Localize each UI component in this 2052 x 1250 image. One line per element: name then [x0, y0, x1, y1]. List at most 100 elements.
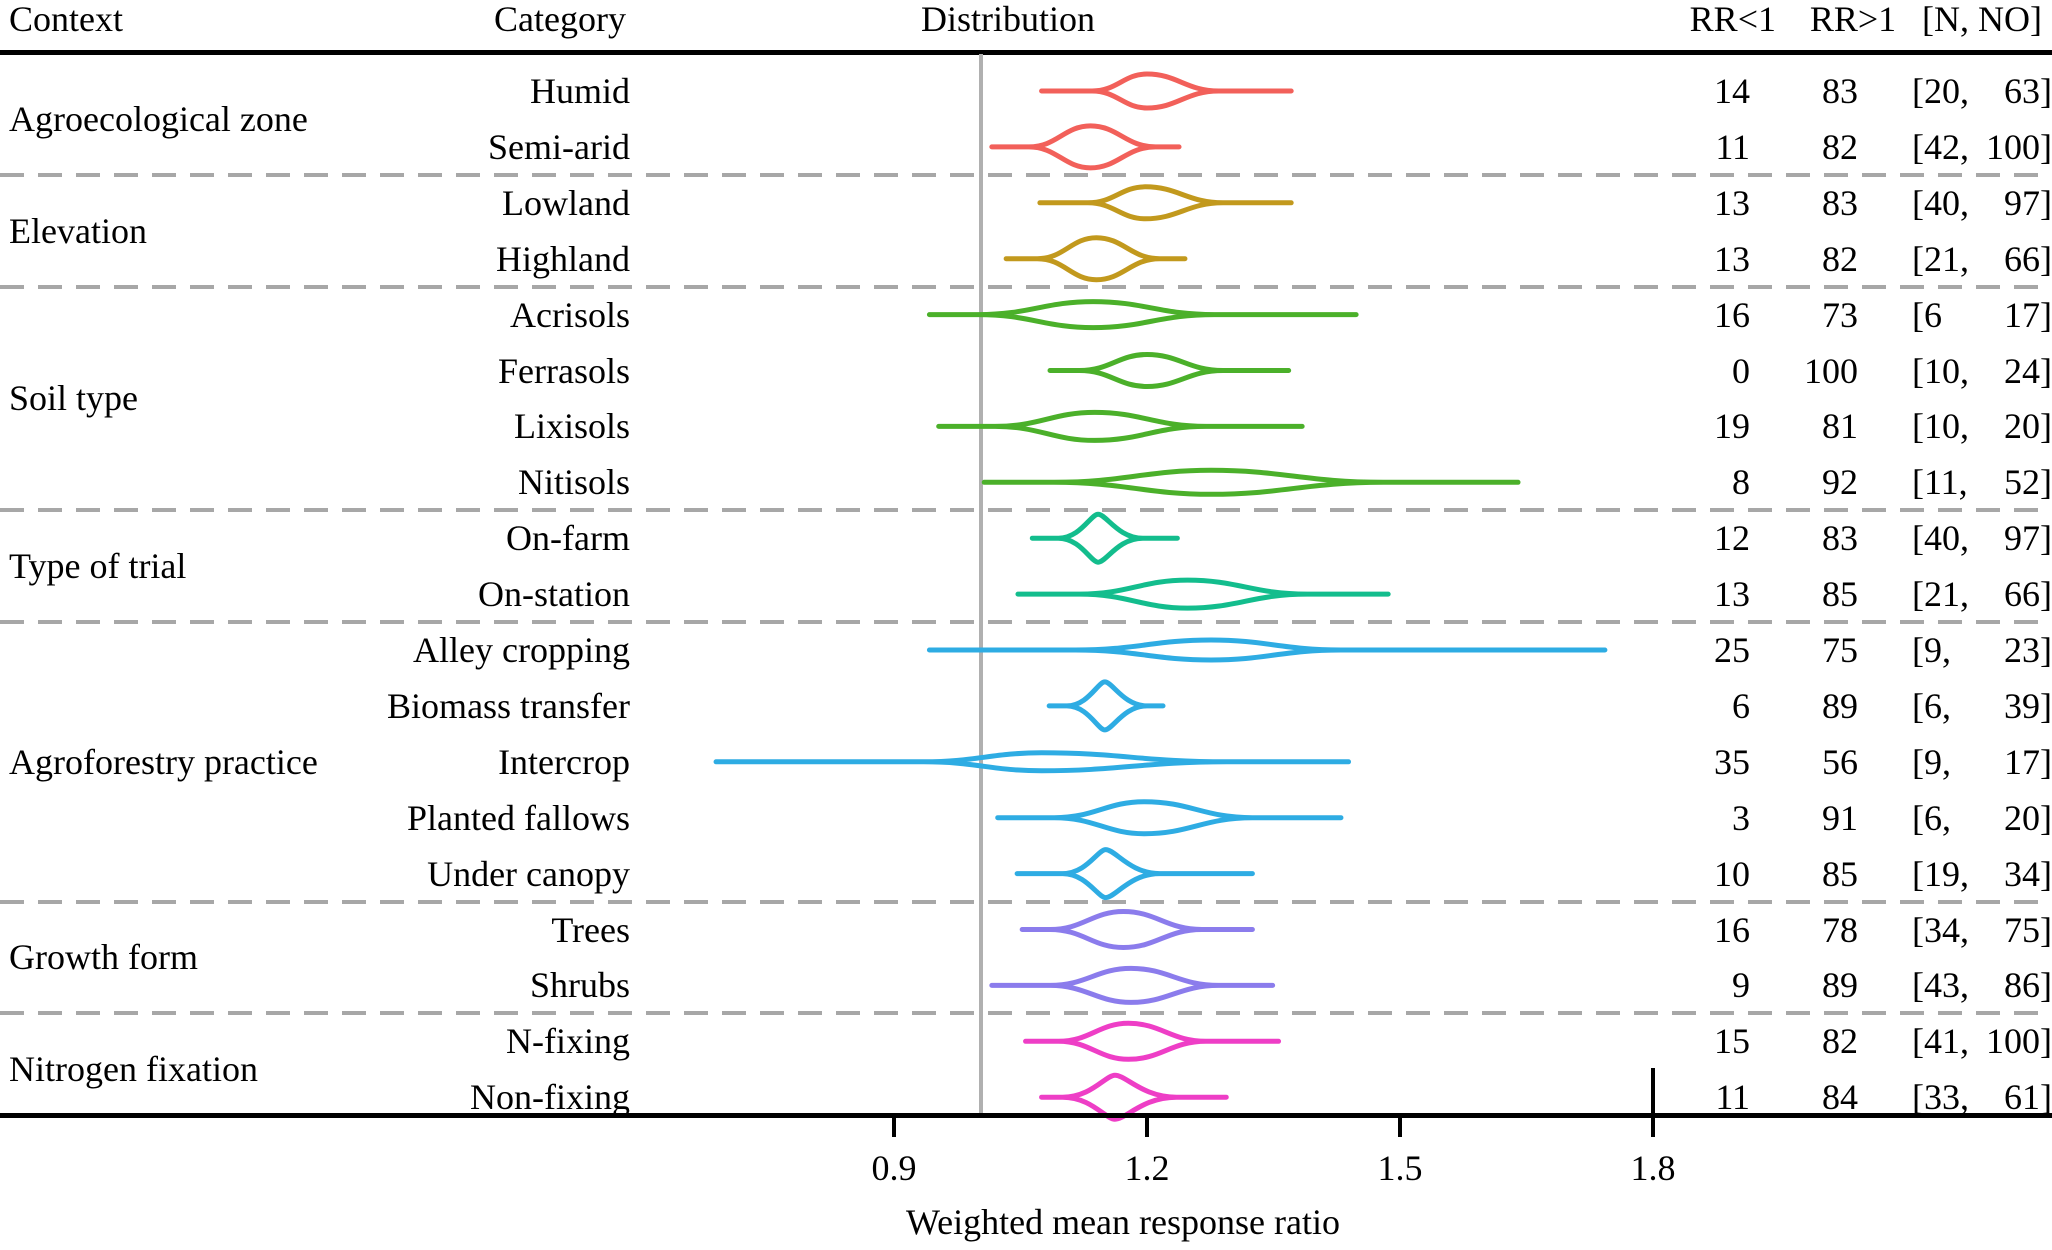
rr-gt-value: 100 — [1804, 350, 1858, 391]
bracket-n: [19, — [1912, 853, 1969, 894]
rr-gt-value: 83 — [1822, 71, 1858, 111]
bracket-no: 52] — [2004, 462, 2052, 503]
rr-lt-value: 11 — [1715, 1077, 1750, 1118]
category-label: Biomass transfer — [387, 685, 630, 726]
bracket-value: [11, 52] — [1912, 460, 2052, 504]
category-label: Non-fixing — [470, 1077, 630, 1118]
context-label: Agroecological zone — [9, 98, 308, 139]
rr-lt-value: 6 — [1732, 685, 1750, 726]
violin-path — [1047, 352, 1292, 389]
violin-path — [1014, 847, 1255, 901]
rr-lt-value: 9 — [1732, 965, 1750, 1006]
category-label: Alley cropping — [413, 630, 630, 670]
bracket-value: [40, 97] — [1912, 516, 2052, 560]
context-label: Elevation — [9, 210, 147, 251]
rr-gt-value: 91 — [1822, 797, 1858, 838]
bracket-value: [6, 39] — [1912, 684, 2052, 728]
bracket-no: 24] — [2004, 350, 2052, 391]
rr-gt-value: 85 — [1822, 574, 1858, 615]
category-label: N-fixing — [506, 1021, 630, 1062]
bracket-n: [6, — [1912, 685, 1951, 726]
rr-lt-value: 0 — [1732, 350, 1750, 391]
rr-gt-value: 82 — [1822, 1021, 1858, 1062]
rr-lt-value: 11 — [1715, 126, 1750, 167]
group-separator — [0, 1011, 2052, 1016]
category-label: Lowland — [502, 182, 630, 223]
bracket-n: [34, — [1912, 909, 1969, 950]
context-label: Type of trial — [9, 546, 187, 587]
bracket-no: 39] — [2004, 685, 2052, 726]
violin-path — [1037, 184, 1294, 222]
bracket-no: 100] — [1986, 126, 2052, 167]
rr-gt-value: 82 — [1822, 238, 1858, 279]
rr-gt-value: 81 — [1822, 406, 1858, 447]
bracket-n: [41, — [1912, 1021, 1969, 1062]
rr-lt-value: 8 — [1732, 462, 1750, 503]
context-label: Growth form — [9, 937, 198, 978]
violin-path — [995, 799, 1344, 837]
bracket-value: [34, 75] — [1912, 908, 2052, 952]
violin-path — [926, 299, 1359, 331]
bracket-value: [43, 86] — [1912, 963, 2052, 1007]
bracket-no: 66] — [2004, 238, 2052, 279]
category-label: Lixisols — [513, 406, 630, 447]
col-header-distribution: Distribution — [920, 0, 1095, 39]
violin-path — [713, 750, 1352, 774]
col-header-rr-lt: RR<1 — [1689, 0, 1776, 39]
violin-path — [1039, 71, 1294, 111]
bracket-value: [9, 23] — [1912, 628, 2052, 672]
category-label: Nitisols — [517, 462, 630, 503]
rr-gt-value: 83 — [1822, 182, 1858, 223]
bracket-n: [10, — [1912, 406, 1969, 447]
rr-lt-value: 3 — [1732, 797, 1750, 838]
violin-path — [926, 637, 1608, 663]
rr-lt-value: 13 — [1714, 182, 1750, 223]
x-axis-title: Weighted mean response ratio — [906, 1202, 1340, 1242]
group-separator — [0, 620, 2052, 625]
rr-lt-value: 16 — [1714, 294, 1750, 335]
category-label: Ferrasols — [498, 350, 630, 391]
bracket-value: [6, 20] — [1912, 796, 2052, 840]
bracket-value: [20, 63] — [1912, 69, 2052, 113]
bracket-no: 97] — [2004, 518, 2052, 559]
category-label: Intercrop — [498, 741, 630, 782]
group-separator — [0, 172, 2052, 177]
bracket-value: [10, 24] — [1912, 349, 2052, 393]
bracket-no: 97] — [2004, 182, 2052, 223]
bracket-no: 61] — [2004, 1077, 2052, 1118]
bracket-n: [33, — [1912, 1077, 1969, 1118]
bracket-no: 66] — [2004, 574, 2052, 615]
violin-path — [1023, 1020, 1282, 1062]
axis-tick-label: 1.2 — [1124, 1148, 1170, 1188]
bracket-value: [10, 20] — [1912, 404, 2052, 448]
rr-gt-value: 73 — [1822, 294, 1858, 335]
col-header-category: Category — [494, 0, 626, 39]
axis-tick — [1144, 1113, 1149, 1137]
category-label: Humid — [529, 71, 630, 111]
bracket-n: [11, — [1912, 462, 1968, 503]
rr-lt-value: 13 — [1714, 238, 1750, 279]
rr-lt-value: 13 — [1714, 574, 1750, 615]
bracket-value: [21, 66] — [1912, 237, 2052, 281]
bracket-n: [6, — [1912, 797, 1951, 838]
rr-gt-value: 84 — [1822, 1077, 1858, 1118]
rr-lt-value: 14 — [1714, 71, 1750, 111]
context-label: Agroforestry practice — [9, 741, 318, 782]
bracket-value: [40, 97] — [1912, 181, 2052, 225]
rr-gt-value: 56 — [1822, 741, 1858, 782]
bracket-value: [21, 66] — [1912, 572, 2052, 616]
x-axis-line — [0, 1113, 2052, 1118]
category-label: On-station — [478, 574, 630, 615]
rr-lt-value: 35 — [1714, 741, 1750, 782]
rr-gt-value: 85 — [1822, 853, 1858, 894]
rr-lt-value: 12 — [1714, 518, 1750, 559]
bracket-no: 17] — [2004, 294, 2052, 335]
bracket-n: [21, — [1912, 238, 1969, 279]
bracket-n: [21, — [1912, 574, 1969, 615]
bracket-value: [6 17] — [1912, 293, 2052, 337]
bracket-no: 86] — [2004, 965, 2052, 1006]
bracket-n: [42, — [1912, 126, 1969, 167]
rr-lt-value: 19 — [1714, 406, 1750, 447]
violin-path — [1015, 577, 1391, 611]
